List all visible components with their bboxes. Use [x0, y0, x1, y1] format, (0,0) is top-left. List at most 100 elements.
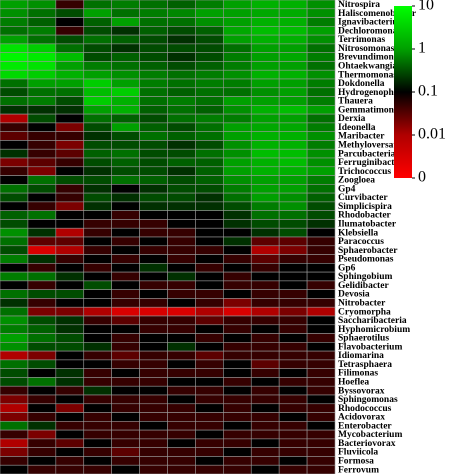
- heatmap-cell: [167, 34, 196, 45]
- heatmap-cell: [0, 245, 29, 255]
- row-label: Hoeflea: [338, 378, 369, 388]
- heatmap-cell: [139, 219, 168, 229]
- heatmap-cell: [278, 184, 308, 194]
- heatmap-cell: [223, 368, 252, 378]
- heatmap-cell: [306, 140, 336, 150]
- heatmap-cell: [278, 131, 308, 141]
- heatmap-cell: [278, 17, 308, 27]
- heatmap-cell: [111, 184, 140, 194]
- heatmap-cell: [27, 456, 57, 466]
- heatmap-cell: [0, 61, 29, 71]
- heatmap-cell: [195, 78, 224, 89]
- heatmap-cell: [139, 342, 168, 352]
- heatmap-cell: [0, 306, 29, 317]
- heatmap-cell: [306, 368, 336, 378]
- heatmap-cell: [278, 298, 308, 308]
- heatmap-cell: [167, 184, 196, 194]
- heatmap-cell: [167, 263, 196, 273]
- heatmap-cell: [250, 394, 280, 405]
- heatmap-cell: [55, 227, 85, 238]
- heatmap-cell: [0, 289, 29, 299]
- heatmap-cell: [27, 219, 57, 229]
- heatmap-cell: [0, 438, 29, 448]
- heatmap-cell: [139, 210, 168, 220]
- heatmap-cell: [27, 113, 57, 124]
- row-label: Cryomorpha: [338, 307, 391, 317]
- heatmap-cell: [195, 219, 224, 229]
- heatmap-cell: [0, 131, 29, 141]
- heatmap-cell: [27, 350, 57, 361]
- heatmap-cell: [223, 26, 252, 36]
- heatmap-cell: [306, 289, 336, 299]
- heatmap-cell: [167, 298, 196, 308]
- heatmap-cell: [306, 359, 336, 369]
- row-label: Gelidibacter: [338, 281, 389, 291]
- heatmap-cell: [111, 324, 140, 334]
- heatmap-cell: [306, 175, 336, 185]
- heatmap-cell: [139, 201, 168, 211]
- heatmap-cell: [223, 87, 252, 97]
- heatmap-cell: [27, 324, 57, 334]
- heatmap-cell: [55, 78, 85, 89]
- heatmap-cell: [223, 280, 252, 290]
- heatmap-cell: [0, 34, 29, 45]
- heatmap-cell: [0, 17, 29, 27]
- heatmap-cell: [306, 219, 336, 229]
- heatmap-cell: [27, 385, 57, 396]
- heatmap-cell: [55, 359, 85, 369]
- heatmap-cell: [0, 175, 29, 185]
- heatmap-cell: [306, 78, 336, 89]
- heatmap-cell: [139, 131, 168, 141]
- row-label: Byssovorax: [338, 386, 385, 396]
- heatmap-cell: [306, 333, 336, 343]
- heatmap-cell: [278, 227, 308, 238]
- heatmap-cell: [139, 192, 168, 203]
- heatmap-cell: [83, 464, 112, 474]
- heatmap-cell: [195, 377, 224, 387]
- heatmap-cell: [83, 385, 112, 396]
- heatmap-cell: [278, 61, 308, 71]
- heatmap-cell: [55, 438, 85, 448]
- heatmap-cell: [223, 8, 252, 18]
- heatmap-cell: [83, 201, 112, 211]
- heatmap-cell: [250, 421, 280, 431]
- row-label: Idiomarina: [338, 351, 384, 361]
- heatmap-cell: [111, 447, 140, 457]
- heatmap-cell: [306, 148, 336, 159]
- heatmap-cell: [83, 429, 112, 440]
- heatmap-cell: [0, 394, 29, 405]
- heatmap-cell: [0, 227, 29, 238]
- heatmap-cell: [167, 456, 196, 466]
- heatmap-cell: [167, 17, 196, 27]
- heatmap-cell: [278, 333, 308, 343]
- heatmap-cell: [139, 385, 168, 396]
- heatmap-cell: [250, 289, 280, 299]
- heatmap-cell: [27, 8, 57, 18]
- heatmap-cell: [250, 140, 280, 150]
- heatmap-cell: [278, 342, 308, 352]
- heatmap-cell: [167, 438, 196, 448]
- heatmap-cell: [195, 350, 224, 361]
- heatmap-cell: [250, 429, 280, 440]
- heatmap-cell: [139, 289, 168, 299]
- heatmap-cell: [55, 254, 85, 264]
- heatmap-cell: [55, 289, 85, 299]
- heatmap-cell: [0, 210, 29, 220]
- heatmap-cell: [223, 315, 252, 326]
- heatmap-cell: [223, 333, 252, 343]
- heatmap-cell: [83, 394, 112, 405]
- heatmap-cell: [55, 377, 85, 387]
- heatmap-cell: [83, 263, 112, 273]
- heatmap-cell: [0, 271, 29, 282]
- heatmap-cell: [278, 78, 308, 89]
- heatmap-cell: [223, 184, 252, 194]
- heatmap-cell: [83, 271, 112, 282]
- row-label: Simplicispira: [338, 202, 392, 212]
- heatmap-cell: [111, 298, 140, 308]
- heatmap-cell: [111, 385, 140, 396]
- heatmap-cell: [167, 342, 196, 352]
- heatmap-cell: [195, 333, 224, 343]
- heatmap-cell: [27, 438, 57, 448]
- heatmap-cell: [139, 306, 168, 317]
- heatmap-cell: [0, 78, 29, 89]
